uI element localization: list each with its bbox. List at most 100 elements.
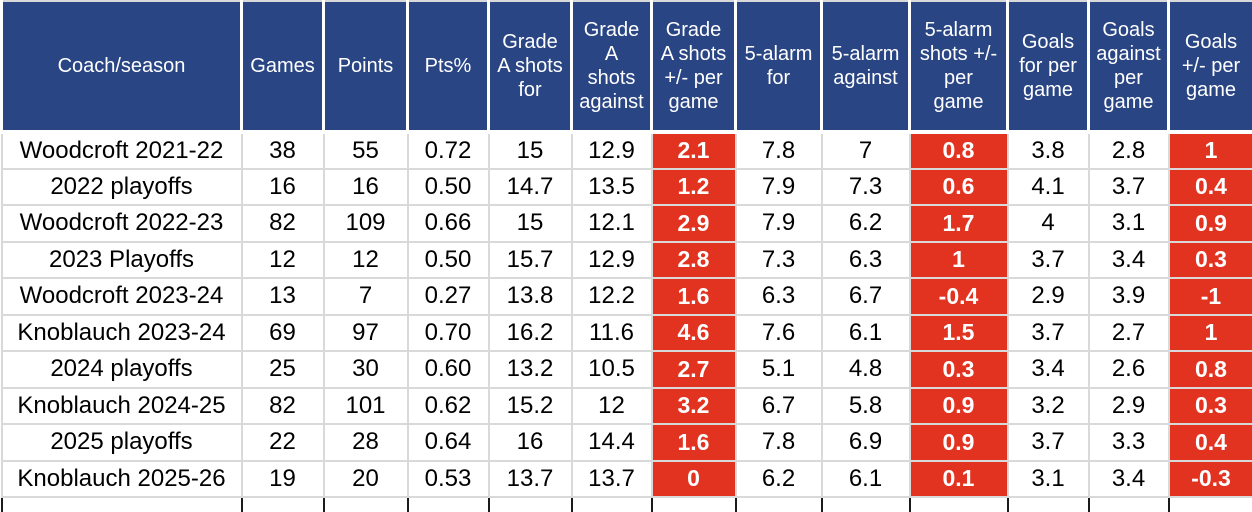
value-cell: 3.9 bbox=[1087, 277, 1170, 316]
highlight-value-cell: 2.7 bbox=[650, 350, 737, 389]
value-cell: 6.2 bbox=[734, 459, 823, 498]
highlight-value-cell: 1 bbox=[1167, 131, 1252, 170]
value-cell: 15 bbox=[487, 204, 573, 243]
partial-cell bbox=[1087, 496, 1170, 512]
partial-cell bbox=[0, 496, 243, 512]
column-header-pts: Pts% bbox=[406, 1, 490, 134]
partial-cell bbox=[487, 496, 573, 512]
value-cell: 16 bbox=[487, 423, 573, 462]
value-cell: 7 bbox=[322, 277, 409, 316]
partial-cell bbox=[820, 496, 911, 512]
value-cell: 13.5 bbox=[570, 167, 653, 206]
value-cell: 3.4 bbox=[1087, 459, 1170, 498]
column-header-5-alarm-shots-per-game: 5-alarm shots +/- per game bbox=[908, 1, 1009, 134]
highlight-value-cell: 1.6 bbox=[650, 423, 737, 462]
value-cell: 2.7 bbox=[1087, 313, 1170, 352]
value-cell: 55 bbox=[322, 131, 409, 170]
value-cell: 0.50 bbox=[406, 167, 490, 206]
highlight-value-cell: 4.6 bbox=[650, 313, 737, 352]
value-cell: 12 bbox=[570, 386, 653, 425]
partial-cell bbox=[908, 496, 1009, 512]
highlight-value-cell: 0.9 bbox=[908, 423, 1009, 462]
value-cell: 15.2 bbox=[487, 386, 573, 425]
value-cell: 0.64 bbox=[406, 423, 490, 462]
value-cell: 12.9 bbox=[570, 131, 653, 170]
value-cell: 3.1 bbox=[1087, 204, 1170, 243]
value-cell: 12.1 bbox=[570, 204, 653, 243]
value-cell: 82 bbox=[240, 204, 325, 243]
table-row: Knoblauch 2023-24 69 97 0.70 16.2 11.6 4.6 7.6 6… bbox=[0, 313, 1252, 352]
highlight-value-cell: 2.1 bbox=[650, 131, 737, 170]
value-cell: 2.9 bbox=[1006, 277, 1090, 316]
value-cell: 7.9 bbox=[734, 204, 823, 243]
row-label-cell: 2022 playoffs bbox=[0, 167, 243, 206]
highlight-value-cell: 1.7 bbox=[908, 204, 1009, 243]
column-header-5-alarm-for: 5-alarm for bbox=[734, 1, 823, 134]
partial-cell bbox=[406, 496, 490, 512]
partial-cell bbox=[1167, 496, 1252, 512]
row-label-cell: 2023 Playoffs bbox=[0, 240, 243, 279]
value-cell: 109 bbox=[322, 204, 409, 243]
table-row: Knoblauch 2024-25 82 101 0.62 15.2 12 3.2 6.7 5.… bbox=[0, 386, 1252, 425]
value-cell: 30 bbox=[322, 350, 409, 389]
value-cell: 3.3 bbox=[1087, 423, 1170, 462]
value-cell: 3.2 bbox=[1006, 386, 1090, 425]
value-cell: 97 bbox=[322, 313, 409, 352]
value-cell: 3.1 bbox=[1006, 459, 1090, 498]
table-row: Knoblauch 2025-26 19 20 0.53 13.7 13.7 0 6.2 6.1… bbox=[0, 459, 1252, 498]
value-cell: 0.62 bbox=[406, 386, 490, 425]
value-cell: 25 bbox=[240, 350, 325, 389]
value-cell: 3.4 bbox=[1006, 350, 1090, 389]
value-cell: 7.3 bbox=[820, 167, 911, 206]
column-header-grade-a-shots-for: Grade A shots for bbox=[487, 1, 573, 134]
partial-cell bbox=[570, 496, 653, 512]
value-cell: 5.8 bbox=[820, 386, 911, 425]
value-cell: 3.8 bbox=[1006, 131, 1090, 170]
partial-cell bbox=[1006, 496, 1090, 512]
value-cell: 3.7 bbox=[1006, 240, 1090, 279]
value-cell: 19 bbox=[240, 459, 325, 498]
value-cell: 12 bbox=[240, 240, 325, 279]
value-cell: 7 bbox=[820, 131, 911, 170]
table-row: Woodcroft 2023-24 13 7 0.27 13.8 12.2 1.6 6.3 6.… bbox=[0, 277, 1252, 316]
highlight-value-cell: 0.4 bbox=[1167, 423, 1252, 462]
highlight-value-cell: 0.3 bbox=[1167, 386, 1252, 425]
highlight-value-cell: 2.8 bbox=[650, 240, 737, 279]
value-cell: 15 bbox=[487, 131, 573, 170]
value-cell: 12.9 bbox=[570, 240, 653, 279]
value-cell: 7.3 bbox=[734, 240, 823, 279]
value-cell: 12.2 bbox=[570, 277, 653, 316]
value-cell: 22 bbox=[240, 423, 325, 462]
value-cell: 69 bbox=[240, 313, 325, 352]
highlight-value-cell: 0.8 bbox=[1167, 350, 1252, 389]
value-cell: 14.4 bbox=[570, 423, 653, 462]
highlight-value-cell: 0.9 bbox=[1167, 204, 1252, 243]
row-label-cell: Woodcroft 2023-24 bbox=[0, 277, 243, 316]
column-header-coach-season: Coach/season bbox=[0, 1, 243, 134]
value-cell: 6.7 bbox=[734, 386, 823, 425]
value-cell: 16 bbox=[240, 167, 325, 206]
column-header-grade-a-shots-against: Grade A shots against bbox=[570, 1, 653, 134]
value-cell: 3.7 bbox=[1006, 313, 1090, 352]
highlight-value-cell: 0.8 bbox=[908, 131, 1009, 170]
partial-cell bbox=[650, 496, 737, 512]
partial-cell bbox=[240, 496, 325, 512]
highlight-value-cell: -0.4 bbox=[908, 277, 1009, 316]
value-cell: 0.60 bbox=[406, 350, 490, 389]
row-label-cell: Woodcroft 2022-23 bbox=[0, 204, 243, 243]
column-header-games: Games bbox=[240, 1, 325, 134]
value-cell: 13.7 bbox=[570, 459, 653, 498]
value-cell: 4.8 bbox=[820, 350, 911, 389]
value-cell: 0.70 bbox=[406, 313, 490, 352]
partial-row bbox=[0, 496, 1252, 512]
highlight-value-cell: 1 bbox=[908, 240, 1009, 279]
value-cell: 13 bbox=[240, 277, 325, 316]
highlight-value-cell: 3.2 bbox=[650, 386, 737, 425]
value-cell: 4 bbox=[1006, 204, 1090, 243]
value-cell: 0.53 bbox=[406, 459, 490, 498]
value-cell: 2.8 bbox=[1087, 131, 1170, 170]
value-cell: 0.66 bbox=[406, 204, 490, 243]
highlight-value-cell: 0.3 bbox=[1167, 240, 1252, 279]
table-row: Woodcroft 2022-23 82 109 0.66 15 12.1 2.9 7.9 6.… bbox=[0, 204, 1252, 243]
value-cell: 14.7 bbox=[487, 167, 573, 206]
